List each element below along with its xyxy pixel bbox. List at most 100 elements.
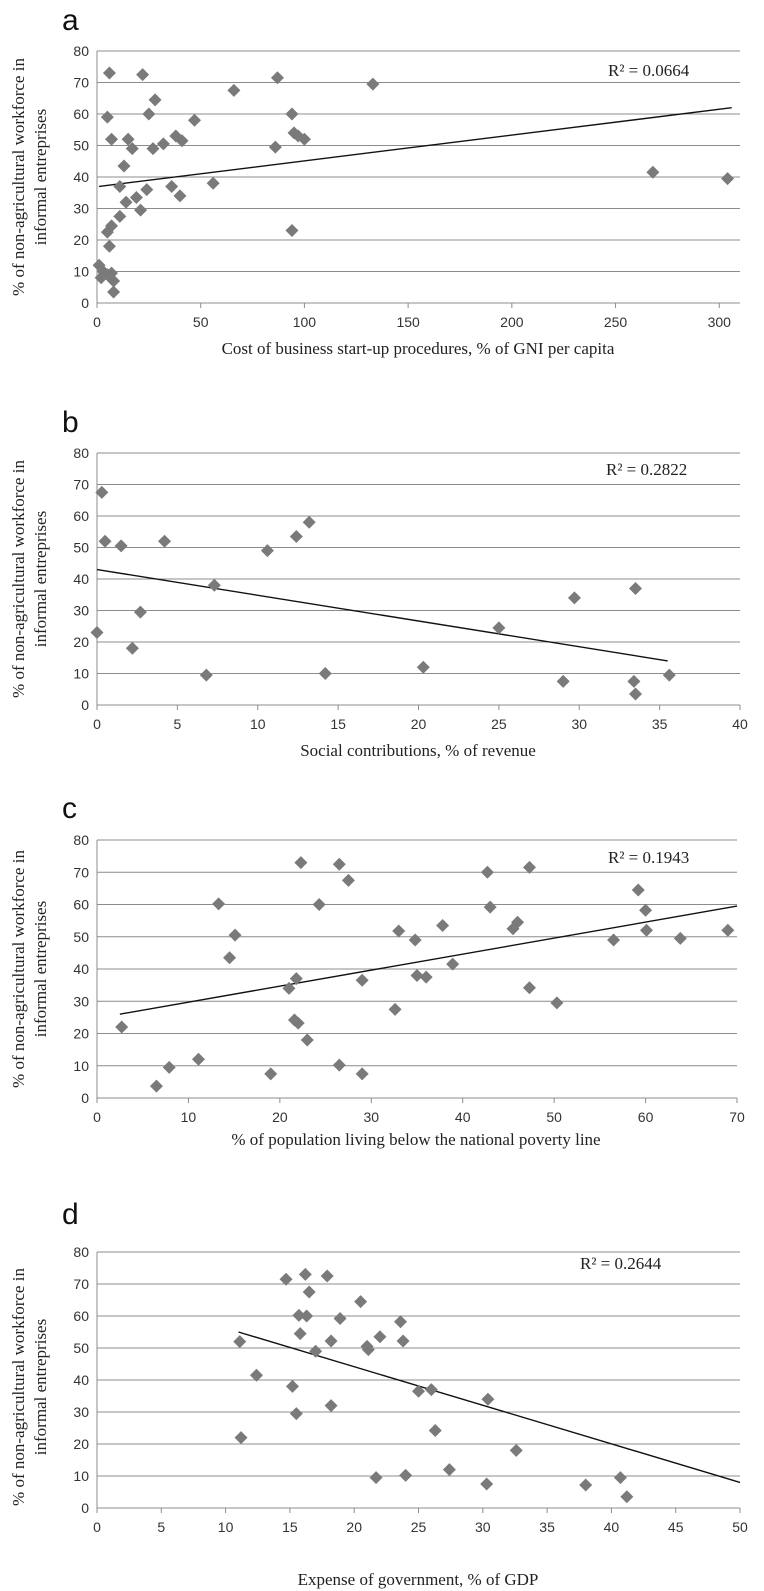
panel-d-data-point (320, 1269, 334, 1283)
panel-b-data-point (98, 534, 112, 548)
panel-c-data-point (289, 972, 303, 986)
panel-b-x-tick-label: 25 (491, 716, 507, 732)
panel-c-data-point (446, 957, 460, 971)
panel-a-data-point (113, 209, 127, 223)
panel-d-y-tick-label: 30 (73, 1404, 89, 1420)
panel-c-letter: c (62, 792, 77, 825)
panel-d-data-point (293, 1327, 307, 1341)
panel-a-data-point (102, 239, 116, 253)
panel-c-data-point (228, 928, 242, 942)
panel-c-data-point (291, 1016, 305, 1030)
panel-d-data-point (442, 1463, 456, 1477)
panel-c-data-point (223, 951, 237, 965)
panel-c-x-tick-label: 40 (455, 1109, 471, 1125)
panel-c-data-point (522, 981, 536, 995)
panel-b-data-point (302, 515, 316, 529)
panel-b-x-tick-label: 20 (411, 716, 427, 732)
panel-a-letter: a (62, 4, 79, 37)
panel-d-y-axis-title-line1: % of non-agricultural workforce in (9, 1268, 28, 1506)
panel-b-data-point (318, 667, 332, 680)
panel-a-data-point (646, 165, 660, 179)
panel-c-data-point (483, 900, 497, 914)
panel-a-data-point (156, 137, 170, 151)
panel-b-x-tick-label: 5 (173, 716, 181, 732)
panel-b-y-tick-label: 40 (73, 571, 89, 587)
panel-d-data-point (279, 1272, 293, 1286)
panel-b-data-point (556, 674, 570, 688)
panel-d-data-point (393, 1315, 407, 1329)
panel-d-x-tick-label: 5 (157, 1519, 165, 1535)
panel-d-data-point (396, 1334, 410, 1348)
panel-c-data-point (392, 924, 406, 938)
panel-b-x-tick-label: 30 (571, 716, 587, 732)
panel-c-data-point (480, 865, 494, 879)
panel-c-y-tick-label: 30 (73, 993, 89, 1009)
panel-b-x-tick-label: 10 (250, 716, 266, 732)
panel-c-data-point (631, 883, 645, 897)
panel-c-trendline (119, 905, 738, 1015)
panel-b-data-point (662, 668, 676, 682)
panel-c-x-tick-label: 10 (181, 1109, 197, 1125)
panel-d-x-tick-label: 25 (411, 1519, 427, 1535)
panel-d-r2-label: R² = 0.2644 (580, 1254, 662, 1273)
panel-d-data-point (361, 1343, 375, 1357)
panel-c-y-axis-title-line1: % of non-agricultural workforce in (9, 850, 28, 1088)
panel-a-plot: 0 10 20 30 40 50 60 70 80 0 50 100 150 200 250 300 (73, 43, 740, 330)
panel-c-y-tick-label: 50 (73, 929, 89, 945)
panel-a-data-point (136, 68, 150, 82)
panel-a-data-point (100, 225, 114, 239)
panel-b-y-tick-label: 20 (73, 634, 89, 650)
panel-c-x-tick-label: 50 (546, 1109, 562, 1125)
panel-b-data-point (629, 581, 643, 595)
panel-d-x-tick-label: 0 (93, 1519, 101, 1535)
panel-c-data-point (300, 1033, 314, 1047)
panel-b-data-point (492, 621, 506, 635)
panel-b-y-tick-label: 50 (73, 540, 89, 556)
panel-b-x-tick-label: 35 (652, 716, 668, 732)
panel-b-trendline (96, 568, 668, 662)
panel-a-data-point (105, 132, 119, 146)
panel-b-data-point (627, 674, 641, 688)
panel-c-data-point (294, 856, 308, 870)
panel-a-data-point (142, 107, 156, 121)
panel-a-data-point (102, 66, 116, 80)
panel-b-y-tick-label: 80 (73, 445, 89, 461)
panel-d-x-tick-label: 50 (732, 1519, 748, 1535)
panel-a-data-point (117, 159, 131, 173)
panel-c-data-point (511, 915, 525, 929)
panel-d-letter: d (62, 1198, 79, 1231)
panel-b-y-tick-label: 30 (73, 603, 89, 619)
panel-d-data-point (285, 1379, 299, 1393)
panel-a: a R² = 0.0664 Cost of business start-up … (9, 4, 740, 358)
panel-c-data-point (282, 981, 296, 995)
panel-d-trendline (238, 1331, 741, 1484)
panel-c-data-point (639, 923, 653, 937)
panel-d-data-point (302, 1285, 316, 1299)
panel-a-y-tick-label: 40 (73, 169, 89, 185)
panel-a-x-tick-label: 250 (604, 314, 628, 330)
panel-c-r2-label: R² = 0.1943 (608, 848, 689, 867)
panel-d-data-point (481, 1392, 495, 1406)
panel-c-data-point (341, 873, 355, 887)
panel-d-data-point (300, 1309, 314, 1323)
panel-c-data-point (355, 1067, 369, 1081)
panel-b-data-point (416, 660, 430, 674)
panel-b-plot: 0 10 20 30 40 50 60 70 80 0 5 10 15 20 25 30 35 40 (73, 445, 748, 732)
panel-d-data-point (579, 1478, 593, 1492)
panel-c-data-point (639, 903, 653, 917)
panel-d-data-point (292, 1308, 306, 1322)
panel-c-y-axis-title-line2: informal entreprises (31, 901, 50, 1037)
panel-d-data-point (234, 1431, 248, 1445)
panel-d-x-tick-label: 20 (346, 1519, 362, 1535)
panel-d-data-point (369, 1471, 383, 1485)
panel-d-data-point (399, 1468, 413, 1482)
panel-d-x-axis-title: Expense of government, % of GDP (298, 1570, 539, 1589)
panel-c-data-point (115, 1020, 129, 1034)
panel-d-data-point (324, 1334, 338, 1348)
panel-a-data-point (140, 183, 154, 197)
panel-c-data-point (332, 857, 346, 871)
panel-a-x-tick-label: 100 (293, 314, 317, 330)
panel-c: c R² = 0.1943 % of population living bel… (9, 792, 745, 1149)
panel-b-data-point (95, 485, 109, 499)
panel-a-data-point (206, 176, 220, 190)
